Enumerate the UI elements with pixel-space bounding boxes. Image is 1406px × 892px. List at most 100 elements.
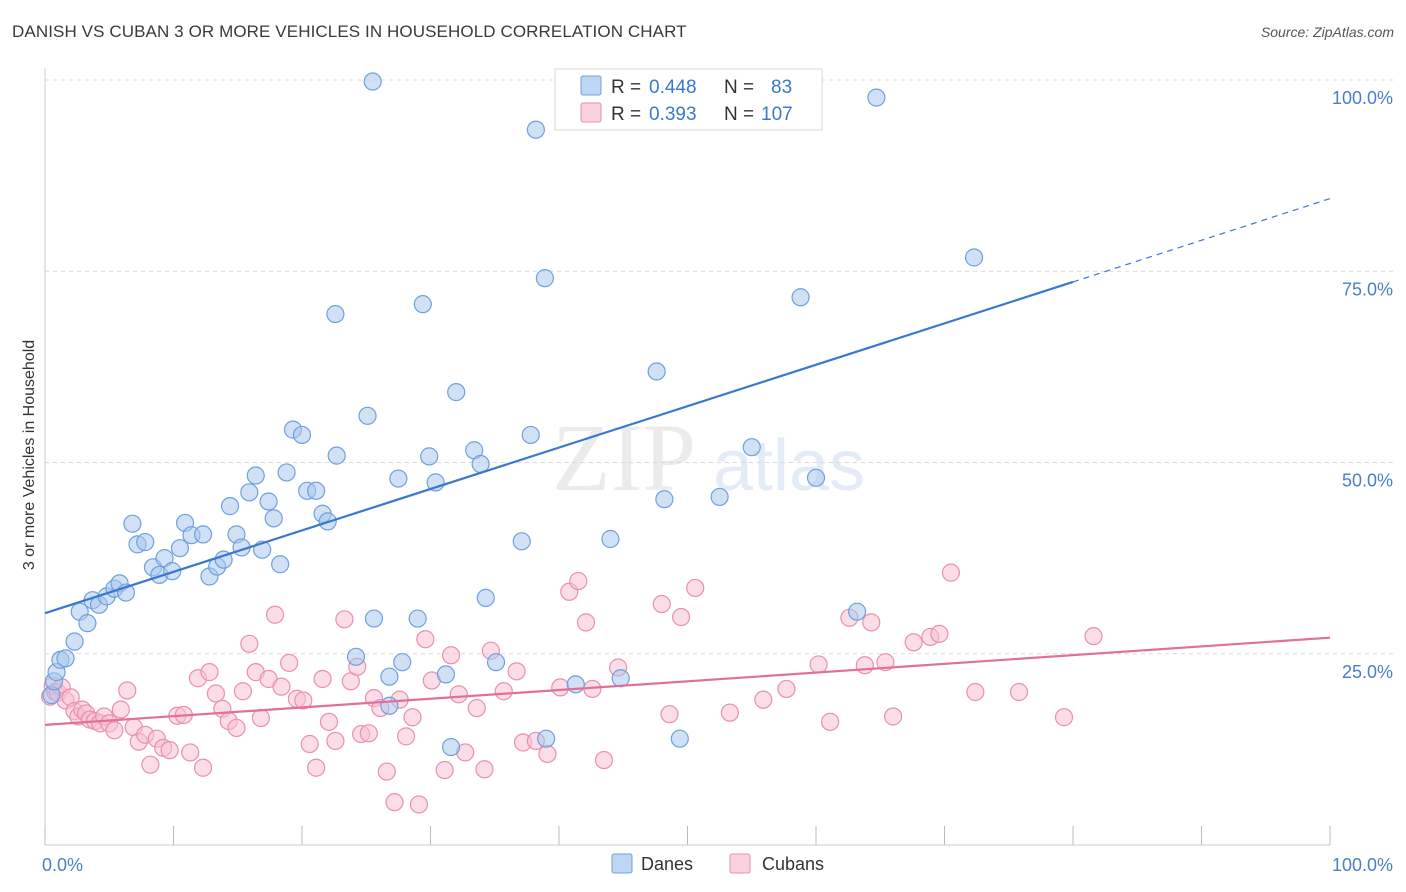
dane-point: [193, 525, 213, 544]
dane-point: [358, 406, 377, 425]
cuban-point: [1009, 682, 1029, 702]
dane-point: [65, 632, 84, 651]
watermark-zip: ZIP: [552, 404, 696, 511]
cuban-point: [396, 727, 416, 746]
dane-point: [408, 609, 427, 628]
dane-point: [78, 614, 97, 633]
cuban-point: [720, 703, 740, 722]
cuban-point: [441, 646, 461, 665]
dane-point: [476, 588, 495, 608]
dane-point: [964, 248, 984, 267]
cuban-point: [193, 758, 213, 777]
dane-point: [389, 469, 408, 488]
cuban-point: [821, 712, 840, 731]
cuban-point: [359, 724, 378, 743]
cuban-point: [118, 681, 137, 700]
dane-point: [436, 665, 456, 684]
gridlines: [45, 79, 1395, 655]
cuban-point: [475, 760, 494, 779]
y-tick-label: 50.0%: [1342, 471, 1393, 491]
cuban-point: [594, 750, 614, 770]
dane-point: [380, 696, 399, 715]
cuban-point: [1084, 627, 1103, 646]
cuban-point: [251, 708, 270, 728]
cuban-point: [507, 662, 526, 681]
bottom-legend: Danes Cubans: [611, 853, 824, 874]
cuban-point: [855, 656, 874, 675]
dane-point: [647, 362, 666, 381]
cuban-point: [206, 684, 226, 703]
legend-n-label-danes: N =: [724, 77, 754, 98]
bottom-legend-swatch-cubans: [729, 853, 751, 874]
cuban-point: [416, 630, 435, 649]
cuban-point: [435, 760, 454, 780]
y-tick-label: 25.0%: [1342, 662, 1393, 682]
cuban-point: [200, 663, 219, 682]
chart-title: DANISH VS CUBAN 3 OR MORE VEHICLES IN HO…: [12, 22, 687, 41]
dane-point: [307, 481, 326, 500]
cuban-point: [280, 653, 299, 673]
dane-point: [420, 447, 439, 466]
cuban-point: [385, 793, 404, 812]
dane-point: [264, 509, 283, 528]
cuban-point: [883, 707, 903, 726]
dane-point: [246, 466, 265, 485]
cuban-point: [809, 655, 828, 674]
cuban-point: [181, 743, 200, 762]
cuban-point: [876, 653, 895, 672]
cuban-point: [313, 669, 332, 689]
cuban-point: [904, 633, 923, 652]
cuban-point: [300, 734, 319, 754]
cuban-point: [1054, 708, 1074, 727]
stats-legend: R = 0.448 N = 83 R = 0.393 N = 107: [554, 68, 823, 131]
dane-point: [413, 295, 432, 314]
watermark-atlas: atlas: [713, 426, 865, 506]
cuban-point: [686, 578, 705, 598]
dane-point: [277, 463, 296, 482]
trend-lines: [44, 198, 1331, 726]
cuban-point: [141, 755, 160, 774]
cuban-point: [294, 691, 313, 710]
legend-n-label-cubans: N =: [724, 104, 754, 125]
bottom-legend-swatch-danes: [611, 853, 633, 874]
dane-point: [512, 532, 531, 551]
legend-swatch-cubans: [580, 102, 602, 123]
dane-point: [170, 539, 190, 558]
cuban-point: [930, 624, 949, 643]
cuban-point: [671, 607, 691, 627]
tick-labels: 25.0% 50.0% 75.0% 100.0% 0.0% 100.0%: [42, 88, 1393, 875]
x-tick-label-min: 0.0%: [42, 855, 83, 875]
dane-point: [791, 288, 810, 307]
dane-point: [526, 120, 545, 139]
y-tick-label: 100.0%: [1332, 88, 1393, 108]
dane-point: [123, 514, 142, 533]
dane-point: [447, 383, 466, 402]
cuban-point: [652, 594, 671, 614]
cuban-point: [335, 610, 354, 629]
legend-n-value-cubans: 107: [761, 104, 793, 125]
x-tick-label-max: 100.0%: [1332, 855, 1393, 875]
cuban-point: [551, 678, 570, 697]
dane-point: [742, 438, 761, 457]
cuban-trend-line: [44, 636, 1331, 726]
y-tick-label: 75.0%: [1342, 279, 1393, 299]
dane-point: [327, 446, 346, 465]
cuban-point: [227, 718, 246, 738]
cuban-point: [105, 721, 124, 740]
dane-point: [380, 667, 399, 686]
dane-point: [364, 609, 384, 628]
cuban-point: [326, 731, 345, 751]
dane-point: [292, 425, 312, 445]
cuban-point: [160, 741, 179, 760]
dane-point: [346, 647, 366, 666]
cuban-point: [272, 677, 291, 696]
dane-point: [441, 737, 461, 757]
dane-point: [535, 269, 554, 288]
cuban-point: [449, 685, 468, 704]
dane-trend-line: [44, 280, 1074, 615]
cuban-point: [403, 708, 422, 727]
dane-point: [806, 468, 826, 487]
dane-point: [393, 653, 412, 672]
legend-n-value-danes: 83: [771, 77, 792, 98]
